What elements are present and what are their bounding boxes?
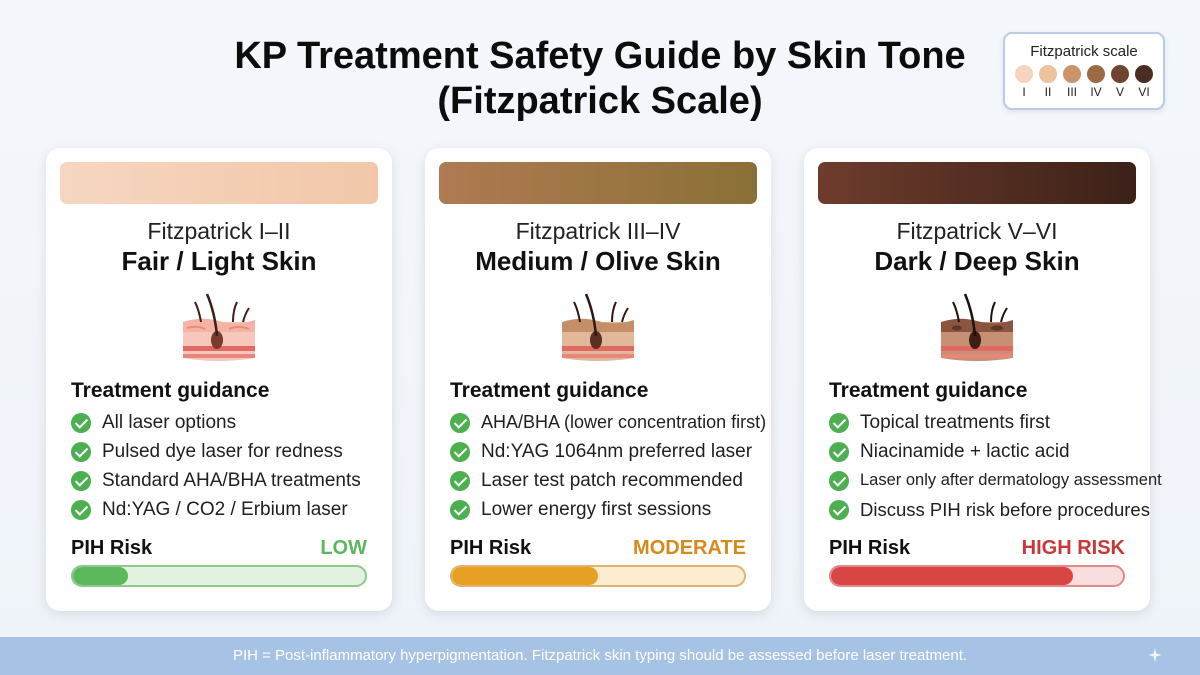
legend-swatch-dot <box>1063 65 1081 83</box>
legend-type-label: III <box>1066 85 1077 99</box>
legend-swatch-dot <box>1111 65 1129 83</box>
list-item-text: Topical treatments first <box>860 411 1051 433</box>
pih-risk-label: PIH Risk <box>829 537 911 559</box>
pih-risk-bar <box>450 565 746 587</box>
list-item: Lower energy first sessions <box>450 495 760 524</box>
pih-risk-level: MODERATE <box>633 537 746 559</box>
legend-swatches: I II III IV V VI <box>1005 65 1163 99</box>
list-item: Standard AHA/BHA treatments <box>71 466 381 495</box>
treatment-guidance-title: Treatment guidance <box>829 379 1028 402</box>
skin-cross-section-icon <box>183 293 255 361</box>
check-icon <box>829 470 849 491</box>
list-item-text: Nd:YAG 1064nm preferred laser <box>481 440 753 462</box>
skin-type-heading: Medium / Olive Skin <box>475 246 721 276</box>
list-item-text: Lower energy first sessions <box>481 498 712 520</box>
treatment-guidance-list: All laser options Pulsed dye laser for r… <box>71 408 381 524</box>
list-item: Nd:YAG / CO2 / Erbium laser <box>71 495 381 524</box>
legend-type: V <box>1111 65 1130 99</box>
legend-type: IV <box>1087 65 1106 99</box>
skin-tone-swatch <box>439 162 757 204</box>
list-item-text: Laser test patch recommended <box>481 469 743 491</box>
check-icon <box>450 470 470 491</box>
legend-swatch-dot <box>1087 65 1105 83</box>
legend-type: II <box>1039 65 1058 99</box>
check-icon <box>71 441 91 462</box>
pih-risk-level: HIGH RISK <box>1021 537 1125 559</box>
list-item-text: Discuss PIH risk before procedures <box>860 498 1150 520</box>
pih-risk-label: PIH Risk <box>71 537 153 559</box>
legend-swatch-dot <box>1039 65 1057 83</box>
list-item-text: Nd:YAG / CO2 / Erbium laser <box>102 498 348 520</box>
legend-swatch-dot <box>1135 65 1153 83</box>
list-item-text: AHA/BHA (lower concentration first) <box>481 412 767 432</box>
list-item: Discuss PIH risk before procedures <box>829 495 1150 524</box>
list-item-text: All laser options <box>102 411 237 433</box>
card-dark-deep: Fitzpatrick V–VI Dark / Deep Skin Treatm… <box>804 148 1162 611</box>
legend-type: VI <box>1135 65 1154 99</box>
list-item-text: Standard AHA/BHA treatments <box>102 469 361 491</box>
card-medium-olive: Fitzpatrick III–IV Medium / Olive Skin T… <box>425 148 771 611</box>
pih-risk-bar <box>829 565 1125 587</box>
skin-type-heading: Dark / Deep Skin <box>874 246 1080 276</box>
legend-type-label: VI <box>1138 85 1150 99</box>
page-title: KP Treatment Safety Guide by Skin Tone (… <box>0 34 1200 124</box>
skin-tone-swatch <box>60 162 378 204</box>
check-icon <box>450 499 470 520</box>
skin-type-heading: Fair / Light Skin <box>121 246 317 276</box>
skin-cross-section-icon <box>562 293 634 361</box>
list-item-text: Pulsed dye laser for redness <box>102 440 343 462</box>
list-item-text: Niacinamide + lactic acid <box>860 440 1070 462</box>
check-icon <box>829 412 849 433</box>
check-icon <box>71 499 91 520</box>
legend-title: Fitzpatrick scale <box>1030 43 1138 60</box>
skin-cross-section-icon <box>941 293 1013 361</box>
legend-type: I <box>1015 65 1034 99</box>
pih-risk-bar <box>71 565 367 587</box>
fitzpatrick-range: Fitzpatrick III–IV <box>515 218 681 244</box>
treatment-guidance-title: Treatment guidance <box>71 379 270 402</box>
page-title-line1: KP Treatment Safety Guide by Skin Tone <box>234 35 966 77</box>
page-title-line2: (Fitzpatrick Scale) <box>437 80 763 122</box>
check-icon <box>829 441 849 462</box>
check-icon <box>450 412 470 433</box>
list-item: Pulsed dye laser for redness <box>71 437 381 466</box>
footer-text: PIH = Post-inflammatory hyperpigmentatio… <box>232 647 968 664</box>
list-item: Laser test patch recommended <box>450 466 760 495</box>
legend-type-label: II <box>1044 85 1052 99</box>
fitzpatrick-range: Fitzpatrick I–II <box>147 218 291 244</box>
treatment-guidance-list: Topical treatments first Niacinamide + l… <box>829 408 1162 524</box>
pih-risk-bar-fill <box>452 567 598 585</box>
list-item: AHA/BHA (lower concentration first) <box>450 408 766 437</box>
pih-risk-bar-fill <box>831 567 1074 585</box>
treatment-guidance-title: Treatment guidance <box>450 379 649 402</box>
pih-risk-level: LOW <box>320 537 367 559</box>
skin-tone-swatch <box>818 162 1136 204</box>
legend-swatch-dot <box>1015 65 1033 83</box>
check-icon <box>450 441 470 462</box>
legend-type: III <box>1063 65 1082 99</box>
legend-type-label: V <box>1115 85 1124 99</box>
legend-type-label: I <box>1022 85 1026 99</box>
pih-risk-bar-fill <box>73 567 129 585</box>
fitzpatrick-range: Fitzpatrick V–VI <box>896 218 1058 244</box>
list-item: Niacinamide + lactic acid <box>829 437 1139 466</box>
pih-risk-label: PIH Risk <box>450 537 532 559</box>
list-item: Nd:YAG 1064nm preferred laser <box>450 437 760 466</box>
treatment-guidance-list: AHA/BHA (lower concentration first) Nd:Y… <box>450 408 766 524</box>
fitzpatrick-legend: Fitzpatrick scale I II III IV V VI <box>1003 32 1165 110</box>
legend-type-label: IV <box>1090 85 1102 99</box>
check-icon <box>829 499 849 520</box>
list-item: Laser only after dermatology assessment <box>829 466 1162 495</box>
check-icon <box>71 412 91 433</box>
sparkle-icon <box>1148 648 1162 662</box>
list-item: Topical treatments first <box>829 408 1139 437</box>
list-item-text: Laser only after dermatology assessment <box>860 471 1162 489</box>
list-item: All laser options <box>71 408 381 437</box>
card-fair-light: Fitzpatrick I–II Fair / Light Skin Treat… <box>46 148 392 611</box>
check-icon <box>71 470 91 491</box>
footer-note: PIH = Post-inflammatory hyperpigmentatio… <box>0 637 1200 675</box>
